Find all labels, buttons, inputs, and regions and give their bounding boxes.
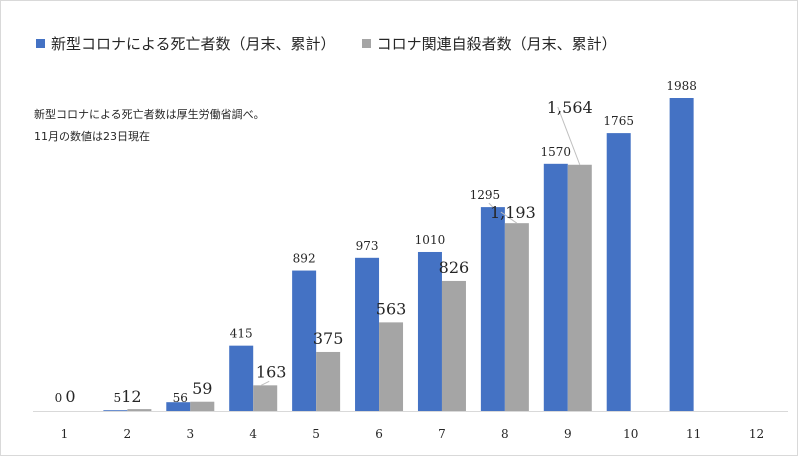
legend-label-deaths: 新型コロナによる死亡者数（月末、累計） xyxy=(51,34,336,53)
data-label-deaths: 415 xyxy=(230,327,253,341)
data-label-suicides: 12 xyxy=(121,387,141,406)
data-label-suicides: 1,193 xyxy=(490,203,536,222)
data-label-deaths: 1570 xyxy=(541,145,572,159)
data-label-suicides: 163 xyxy=(256,362,287,381)
legend: 新型コロナによる死亡者数（月末、累計） コロナ関連自殺者数（月末、累計） xyxy=(36,30,643,56)
x-tick-label: 1 xyxy=(61,427,69,441)
x-tick-label: 12 xyxy=(749,427,764,441)
x-tick-label: 6 xyxy=(375,427,383,441)
x-tick-label: 4 xyxy=(249,427,257,441)
note-date: 11月の数値は23日現在 xyxy=(34,130,150,143)
data-label-suicides: 375 xyxy=(313,329,344,348)
bar-deaths xyxy=(103,410,128,411)
legend-swatch-deaths xyxy=(36,38,45,48)
x-tick-label: 5 xyxy=(312,427,320,441)
data-label-deaths: 1765 xyxy=(603,114,634,128)
data-label-deaths: 56 xyxy=(173,391,188,405)
x-tick-label: 10 xyxy=(623,427,638,441)
bar-suicides xyxy=(253,385,278,411)
data-label-suicides: 59 xyxy=(192,379,212,398)
data-label-suicides: 0 xyxy=(65,387,75,406)
x-tick-label: 8 xyxy=(501,427,509,441)
bar-suicides xyxy=(316,351,341,411)
chart-notes: 新型コロナによる死亡者数は厚生労働省調べ。 11月の数値は23日現在 xyxy=(34,104,265,148)
x-tick-label: 2 xyxy=(124,427,132,441)
bar-suicides xyxy=(379,322,404,411)
data-label-leader xyxy=(500,211,518,224)
legend-item-suicides: コロナ関連自殺者数（月末、累計） xyxy=(361,33,617,54)
bar-deaths xyxy=(606,133,631,411)
bar-deaths xyxy=(292,270,317,411)
data-label-deaths: 5 xyxy=(114,391,122,405)
bar-deaths xyxy=(480,207,505,411)
data-label-suicides: 1,564 xyxy=(547,98,593,117)
bar-deaths xyxy=(166,402,191,411)
x-tick-label: 9 xyxy=(564,427,572,441)
data-label-leader xyxy=(557,106,581,165)
bar-suicides xyxy=(504,223,529,411)
data-label-deaths: 0 xyxy=(55,391,63,405)
bar-deaths xyxy=(355,257,380,411)
bar-suicides xyxy=(441,280,466,411)
data-label-leader xyxy=(260,380,270,386)
legend-label-suicides: コロナ関連自殺者数（月末、累計） xyxy=(376,34,617,53)
note-source: 新型コロナによる死亡者数は厚生労働省調べ。 xyxy=(34,108,265,121)
bar-deaths xyxy=(669,98,694,411)
data-label-deaths: 1295 xyxy=(470,188,501,202)
legend-swatch-suicides xyxy=(361,38,371,48)
bar-suicides xyxy=(567,164,592,411)
data-label-leader xyxy=(488,202,494,208)
bar-deaths xyxy=(417,251,442,411)
bar-deaths xyxy=(229,345,254,411)
bar-suicides xyxy=(127,409,152,411)
x-tick-label: 11 xyxy=(686,427,701,441)
x-tick-label: 7 xyxy=(438,427,446,441)
data-label-suicides: 826 xyxy=(439,258,470,277)
x-tick-label: 3 xyxy=(186,427,194,441)
bar-suicides xyxy=(190,401,215,411)
data-label-deaths: 892 xyxy=(293,252,316,266)
bar-deaths xyxy=(543,163,568,411)
legend-item-deaths: 新型コロナによる死亡者数（月末、累計） xyxy=(36,33,336,54)
data-label-deaths: 1010 xyxy=(415,233,446,247)
data-label-deaths: 973 xyxy=(356,239,379,253)
data-label-deaths: 1988 xyxy=(666,79,697,93)
data-label-suicides: 563 xyxy=(376,299,407,318)
